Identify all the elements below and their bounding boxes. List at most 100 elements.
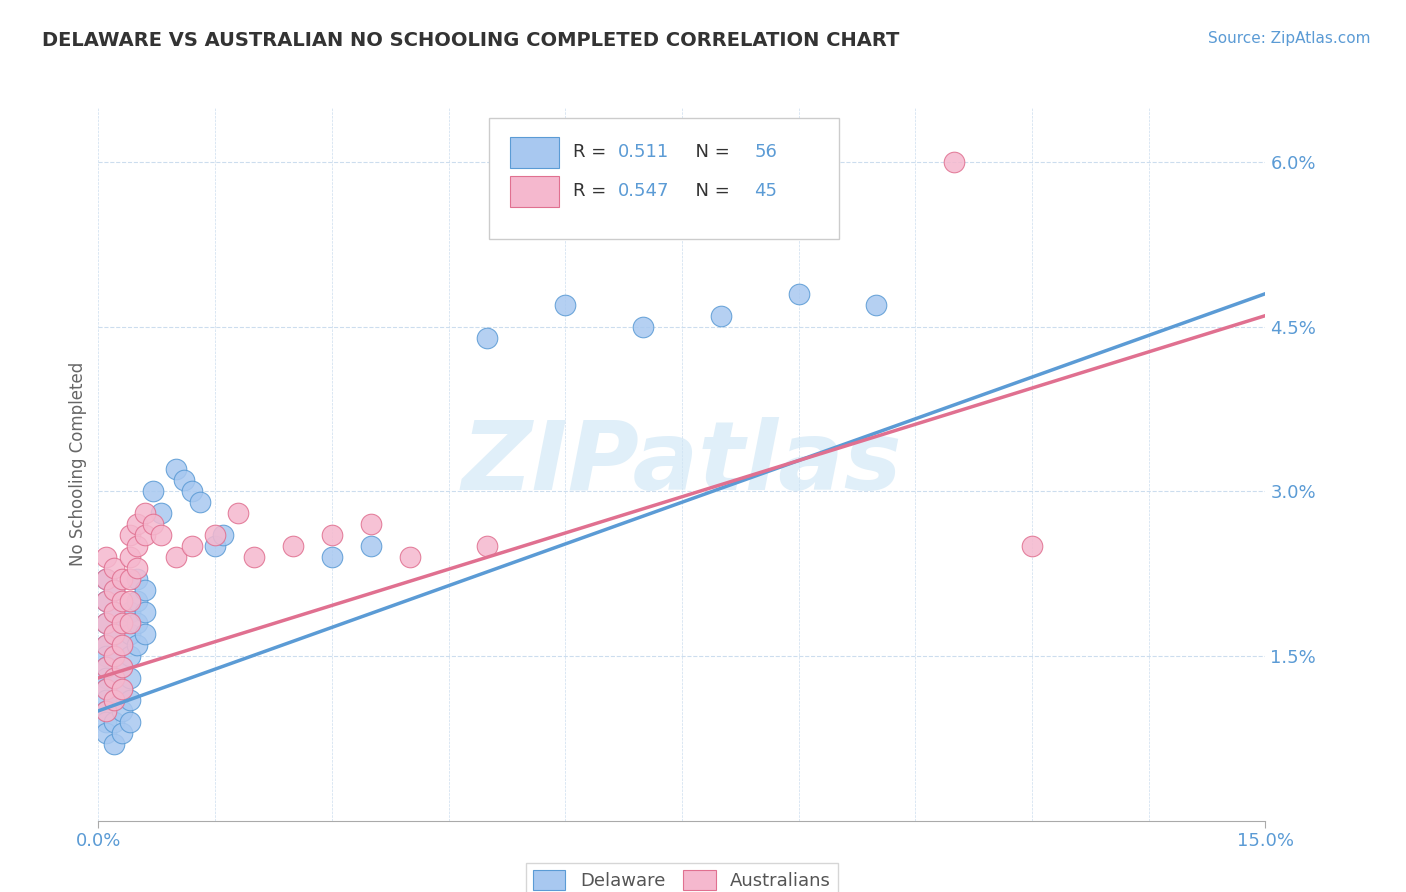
Point — [321, 550, 343, 565]
Bar — [510, 137, 560, 168]
Point — [103, 648, 125, 663]
Bar — [510, 177, 560, 207]
Point — [103, 648, 125, 663]
Point — [281, 539, 304, 553]
Point — [111, 615, 134, 630]
Point — [103, 693, 125, 707]
Point — [96, 594, 118, 608]
Point — [111, 638, 134, 652]
Point — [103, 583, 125, 598]
Point — [142, 484, 165, 499]
Point — [118, 605, 141, 619]
Point — [360, 539, 382, 553]
Point — [398, 550, 420, 565]
Point — [149, 528, 172, 542]
Point — [96, 615, 118, 630]
Point — [96, 704, 118, 718]
Point — [149, 506, 172, 520]
Point — [103, 671, 125, 685]
Point — [96, 681, 118, 696]
Point — [111, 660, 134, 674]
Point — [111, 704, 134, 718]
Point — [96, 594, 118, 608]
Text: R =: R = — [574, 143, 613, 161]
Point — [103, 714, 125, 729]
Point — [118, 627, 141, 641]
Point — [103, 671, 125, 685]
FancyBboxPatch shape — [489, 118, 839, 239]
Point — [127, 561, 149, 575]
Point — [204, 528, 226, 542]
Point — [111, 681, 134, 696]
Point — [96, 550, 118, 565]
Point — [96, 693, 118, 707]
Point — [127, 594, 149, 608]
Point — [96, 660, 118, 674]
Point — [111, 638, 134, 652]
Point — [127, 572, 149, 586]
Point — [165, 462, 187, 476]
Text: 45: 45 — [754, 182, 778, 200]
Point — [710, 309, 733, 323]
Point — [118, 714, 141, 729]
Point — [180, 539, 202, 553]
Point — [554, 298, 576, 312]
Point — [118, 550, 141, 565]
Text: 0.511: 0.511 — [617, 143, 669, 161]
Point — [142, 517, 165, 532]
Point — [228, 506, 250, 520]
Text: ZIPatlas: ZIPatlas — [461, 417, 903, 510]
Point — [188, 495, 211, 509]
Point — [111, 681, 134, 696]
Point — [477, 539, 499, 553]
Point — [127, 615, 149, 630]
Point — [103, 583, 125, 598]
Point — [134, 605, 156, 619]
Point — [787, 286, 810, 301]
Point — [212, 528, 235, 542]
Point — [243, 550, 266, 565]
Point — [111, 660, 134, 674]
Point — [118, 594, 141, 608]
Point — [103, 627, 125, 641]
Point — [96, 572, 118, 586]
Point — [118, 648, 141, 663]
Text: R =: R = — [574, 182, 613, 200]
Text: 0.547: 0.547 — [617, 182, 669, 200]
Point — [127, 638, 149, 652]
Text: 56: 56 — [754, 143, 778, 161]
Point — [360, 517, 382, 532]
Point — [111, 726, 134, 740]
Point — [103, 605, 125, 619]
Point — [96, 648, 118, 663]
Text: Source: ZipAtlas.com: Source: ZipAtlas.com — [1208, 31, 1371, 46]
Point — [96, 714, 118, 729]
Point — [943, 155, 966, 169]
Point — [96, 726, 118, 740]
Point — [118, 671, 141, 685]
Point — [96, 671, 118, 685]
Text: DELAWARE VS AUSTRALIAN NO SCHOOLING COMPLETED CORRELATION CHART: DELAWARE VS AUSTRALIAN NO SCHOOLING COMP… — [42, 31, 900, 50]
Point — [96, 704, 118, 718]
Point — [204, 539, 226, 553]
Point — [118, 615, 141, 630]
Point — [111, 594, 134, 608]
Text: N =: N = — [685, 182, 735, 200]
Point — [127, 517, 149, 532]
Point — [103, 605, 125, 619]
Point — [127, 539, 149, 553]
Point — [631, 319, 654, 334]
Point — [103, 627, 125, 641]
Text: N =: N = — [685, 143, 735, 161]
Point — [134, 627, 156, 641]
Point — [96, 615, 118, 630]
Point — [477, 330, 499, 344]
Point — [96, 638, 118, 652]
Point — [96, 681, 118, 696]
Point — [111, 615, 134, 630]
Point — [103, 693, 125, 707]
Point — [118, 572, 141, 586]
Point — [134, 583, 156, 598]
Point — [103, 737, 125, 751]
Point — [321, 528, 343, 542]
